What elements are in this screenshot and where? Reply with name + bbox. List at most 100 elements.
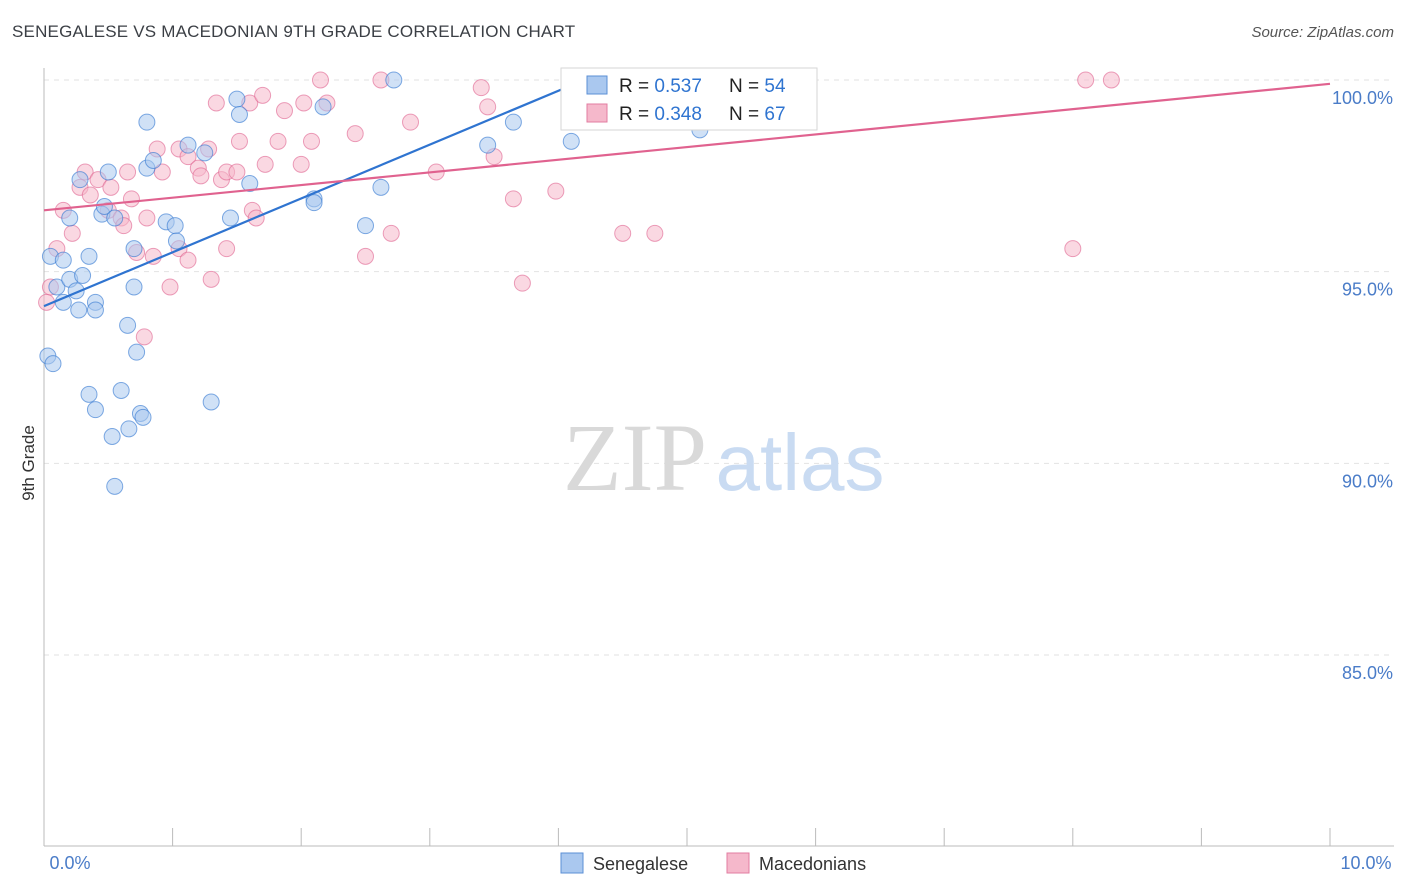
senegalese-trendline [43, 78, 585, 308]
senegalese-point-53 [562, 132, 580, 150]
macedonians-point-44 [302, 132, 320, 150]
legend-label-macedonians: Macedonians [759, 854, 866, 874]
senegalese-point-51 [202, 393, 220, 411]
y-tick-label-95: 95.0% [1342, 280, 1393, 300]
senegalese-point-45 [86, 401, 104, 419]
senegalese-point-46 [112, 382, 130, 399]
stats-n-value-blue: 54 [764, 76, 786, 97]
axes [43, 68, 1394, 847]
macedonians-point-54 [479, 98, 497, 116]
macedonians-point-51 [402, 113, 420, 131]
macedonians-point-61 [614, 224, 632, 242]
senegalese-point-31 [221, 209, 239, 227]
stats-n-label-blue: N = [729, 76, 764, 97]
macedonians-point-40 [269, 132, 287, 150]
senegalese-point-3 [48, 278, 66, 296]
grid-lines [44, 79, 1394, 656]
senegalese-point-22 [128, 343, 146, 361]
stats-row-pink: R = 0.348 N = 67 [619, 104, 786, 125]
senegalese-point-37 [314, 98, 332, 116]
macedonians-point-10 [102, 178, 120, 196]
stats-r-label-blue: R = [619, 76, 654, 97]
senegalese-point-33 [230, 106, 248, 123]
macedonians-point-48 [357, 247, 374, 265]
y-tick-label-100: 100.0% [1332, 88, 1393, 108]
macedonians-point-43 [295, 94, 313, 112]
watermark-zip: ZIP [563, 404, 707, 511]
macedonians-point-39 [256, 155, 274, 173]
macedonians-point-63 [1064, 240, 1082, 258]
stats-r-value-blue: 0.537 [654, 76, 702, 97]
trendlines [43, 78, 1331, 308]
macedonians-point-33 [228, 163, 246, 181]
macedonians-point-56 [504, 190, 522, 208]
senegalese-point-47 [103, 428, 121, 445]
legend-swatch-macedonians [726, 852, 750, 874]
y-tick-label-90: 90.0% [1342, 471, 1393, 491]
macedonians-point-7 [81, 186, 99, 204]
macedonians-point-14 [122, 190, 140, 208]
stats-r-value-pink: 0.348 [654, 104, 702, 125]
senegalese-point-1 [44, 355, 62, 373]
macedonians-point-34 [230, 132, 248, 150]
macedonians-point-45 [311, 71, 329, 89]
macedonians-point-57 [513, 274, 531, 292]
macedonians-point-62 [646, 224, 664, 242]
macedonians-point-47 [346, 125, 364, 143]
stats-row-blue: R = 0.537 N = 54 [619, 76, 786, 97]
macedonians-point-66 [135, 328, 153, 346]
senegalese-point-41 [479, 136, 497, 154]
macedonians-point-16 [138, 209, 156, 227]
x-tick-label-min: 0.0% [49, 853, 90, 873]
senegalese-point-48 [120, 420, 138, 438]
senegalese-point-20 [125, 240, 143, 258]
senegalese-point-8 [61, 209, 79, 227]
macedonians-point-58 [547, 182, 565, 200]
y-tick-label-85: 85.0% [1342, 663, 1393, 683]
senegalese-point-13 [86, 301, 104, 319]
macedonians-point-53 [472, 79, 490, 97]
legend-label-senegalese: Senegalese [593, 854, 688, 874]
senegalese-point-52 [106, 477, 124, 495]
senegalese-point-38 [357, 217, 374, 235]
macedonians-point-29 [207, 94, 225, 112]
macedonians-point-38 [254, 86, 272, 104]
macedonians-point-4 [63, 224, 81, 242]
macedonians-point-41 [275, 102, 293, 120]
senegalese-point-5 [54, 251, 72, 269]
senegalese-point-44 [80, 385, 98, 403]
senegalese-point-19 [119, 316, 137, 334]
macedonians-point-32 [218, 240, 236, 258]
senegalese-point-24 [138, 113, 156, 131]
macedonians-point-50 [382, 224, 400, 242]
y-axis-label: 9th Grade [19, 425, 38, 501]
legend-swatch-senegalese [560, 852, 584, 874]
watermark: ZIP atlas [563, 404, 884, 511]
senegalese-point-9 [70, 301, 88, 319]
senegalese-point-34 [241, 175, 259, 192]
series-senegalese [39, 71, 709, 495]
senegalese-point-11 [80, 247, 98, 265]
stats-swatch-pink [586, 103, 608, 123]
macedonians-point-28 [202, 270, 220, 288]
stats-legend: R = 0.537 N = 54 R = 0.348 N = 67 [560, 67, 818, 131]
senegalese-point-42 [504, 113, 522, 131]
macedonians-point-64 [1077, 71, 1095, 89]
x-ticks [43, 828, 1331, 846]
x-tick-label-max: 10.0% [1340, 853, 1391, 873]
stats-n-label-pink: N = [729, 104, 764, 125]
y-tick-labels: 85.0% 90.0% 95.0% 100.0% [1332, 88, 1393, 683]
senegalese-point-50 [134, 408, 152, 426]
stats-swatch-blue [586, 75, 608, 95]
macedonians-point-65 [1102, 71, 1120, 89]
macedonians-point-42 [292, 155, 310, 173]
senegalese-point-18 [106, 209, 124, 227]
senegalese-point-32 [228, 90, 246, 108]
stats-n-value-pink: 67 [764, 104, 785, 125]
senegalese-point-27 [166, 217, 184, 235]
bottom-legend: Senegalese Macedonians [560, 852, 866, 874]
senegalese-point-21 [125, 278, 143, 296]
watermark-atlas: atlas [716, 418, 885, 507]
stats-r-label-pink: R = [619, 104, 654, 125]
